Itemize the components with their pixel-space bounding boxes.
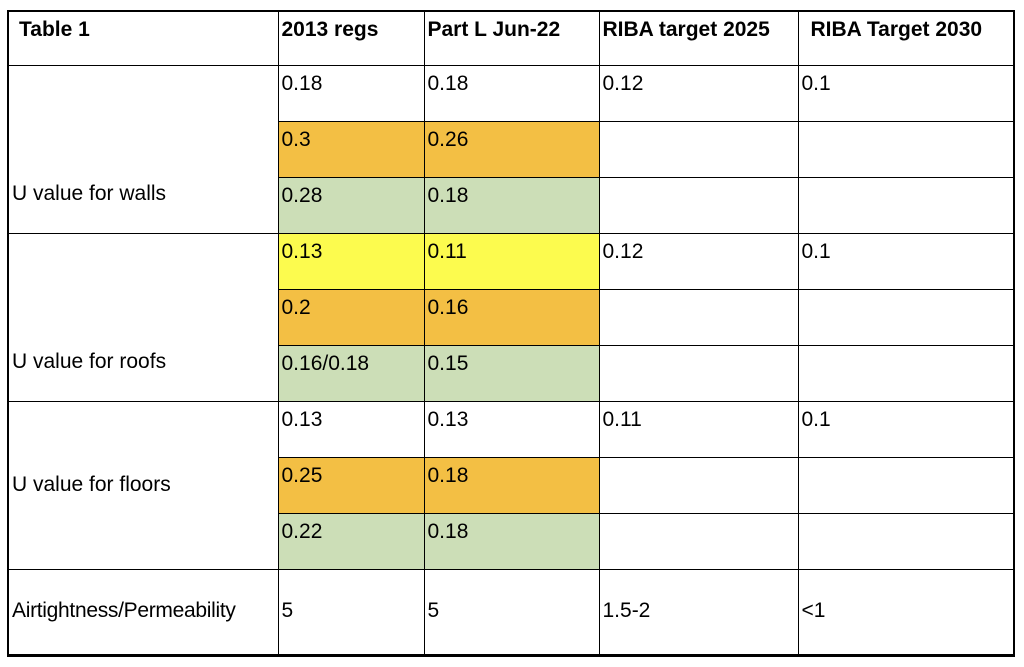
table-cell: [797, 344, 1015, 402]
table-row: U value for floors 0.13 0.13 0.11 0.1: [7, 400, 1015, 570]
table-cell: 0.1: [797, 64, 1015, 122]
table-cell: 0.18: [277, 64, 425, 122]
row-label-floors: U value for floors: [7, 400, 279, 570]
table-row: 0.22 0.18: [8, 512, 1015, 570]
column-header-riba-2025: RIBA target 2025: [598, 10, 799, 66]
table-cell: 0.18: [423, 64, 600, 122]
table-cell: 0.28: [277, 176, 425, 234]
table-row: U value for roofs 0.13 0.11 0.12 0.1: [7, 232, 1015, 402]
table-cell: 5: [277, 568, 425, 656]
table-cell: [797, 288, 1015, 346]
table-cell: 0.2: [277, 288, 425, 346]
table-cell: 0.18: [423, 512, 600, 570]
table-cell: [797, 176, 1015, 234]
table-cell: 0.1: [797, 400, 1015, 458]
row-label-airtightness: Airtightness/Permeability: [7, 568, 279, 656]
table-row: 0.28 0.18: [8, 176, 1015, 234]
table-cell: 0.13: [423, 400, 600, 458]
column-header-2013-regs: 2013 regs: [277, 10, 425, 66]
table-cell: 0.18: [423, 456, 600, 514]
table-cell: [598, 456, 799, 514]
table-cell: [797, 456, 1015, 514]
row-label-walls: U value for walls: [7, 64, 279, 234]
u-value-comparison-table: Table 1 2013 regs Part L Jun-22 RIBA tar…: [7, 10, 1015, 657]
column-header-riba-2030: RIBA Target 2030: [797, 10, 1015, 66]
table-cell: 0.16/0.18: [277, 344, 425, 402]
table-row: U value for walls 0.18 0.18 0.12 0.1: [7, 64, 1015, 234]
table-cell: 0.12: [598, 232, 799, 290]
table-cell: 0.18: [423, 176, 600, 234]
table-cell: 0.15: [423, 344, 600, 402]
table-cell: 1.5-2: [598, 568, 799, 656]
table-cell: <1: [797, 568, 1015, 656]
table-cell: [598, 288, 799, 346]
table-cell: [598, 512, 799, 570]
table-cell: 0.22: [277, 512, 425, 570]
table-cell: 0.12: [598, 64, 799, 122]
table-cell: 0.11: [423, 232, 600, 290]
column-header-part-l: Part L Jun-22: [423, 10, 600, 66]
table-cell: 0.11: [598, 400, 799, 458]
row-label-roofs: U value for roofs: [7, 232, 279, 402]
table-cell: 0.26: [423, 120, 600, 178]
table-row: Airtightness/Permeability 5 5 1.5-2 <1: [7, 568, 1015, 656]
table-cell: [797, 512, 1015, 570]
table-cell: 0.16: [423, 288, 600, 346]
header-row: Table 1 2013 regs Part L Jun-22 RIBA tar…: [7, 10, 1015, 66]
table-cell: 0.1: [797, 232, 1015, 290]
table-cell: [598, 344, 799, 402]
table-row: 0.3 0.26: [8, 120, 1015, 178]
table-cell: 5: [423, 568, 600, 656]
table-cell: [797, 120, 1015, 178]
table-cell: 0.3: [277, 120, 425, 178]
table-cell: [598, 176, 799, 234]
column-header-table-title: Table 1: [7, 10, 279, 66]
table-cell: 0.25: [277, 456, 425, 514]
table-cell: 0.13: [277, 400, 425, 458]
table-cell: [598, 120, 799, 178]
table-cell: 0.13: [277, 232, 425, 290]
table-row: 0.2 0.16: [8, 288, 1015, 346]
